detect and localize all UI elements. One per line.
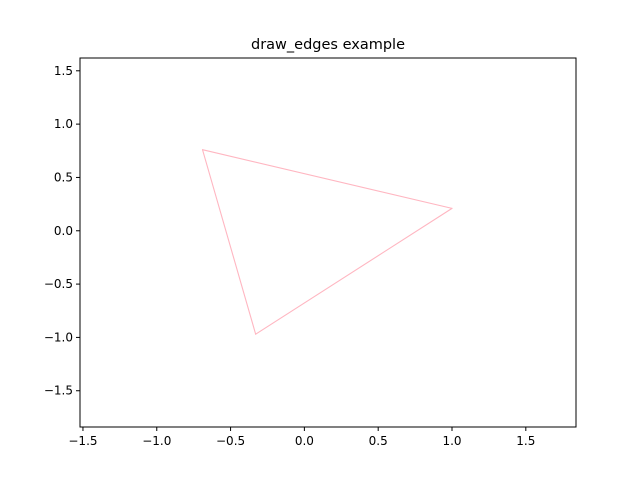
edge-0-2 <box>201 149 257 335</box>
y-tick-label: −1.5 <box>44 384 73 398</box>
y-tick-label: 0.5 <box>54 170 73 184</box>
y-tick-label: −0.5 <box>44 277 73 291</box>
chart-title: draw_edges example <box>251 37 405 53</box>
x-tick-label: −1.5 <box>68 434 97 448</box>
y-tick-label: 0.0 <box>54 224 73 238</box>
x-tick-label: 1.0 <box>442 434 461 448</box>
y-tick-label: −1.0 <box>44 330 73 344</box>
x-tick-label: −1.0 <box>142 434 171 448</box>
axes-frame <box>79 57 577 428</box>
x-tick-label: 1.5 <box>516 434 535 448</box>
x-tick-label: −0.5 <box>216 434 245 448</box>
axes: −1.5 −1.0 −0.5 0.0 0.5 1.0 1.5 1.5 1.0 0.5 0.0 −0.5… <box>44 57 577 448</box>
y-tick-label: 1.0 <box>54 117 73 131</box>
x-tick-label: 0.0 <box>295 434 314 448</box>
x-tick-label: 0.5 <box>369 434 388 448</box>
edge-0-1 <box>255 207 453 335</box>
plot-area <box>201 149 453 335</box>
y-tick-label: 1.5 <box>54 64 73 78</box>
edge-0-0 <box>201 149 453 209</box>
